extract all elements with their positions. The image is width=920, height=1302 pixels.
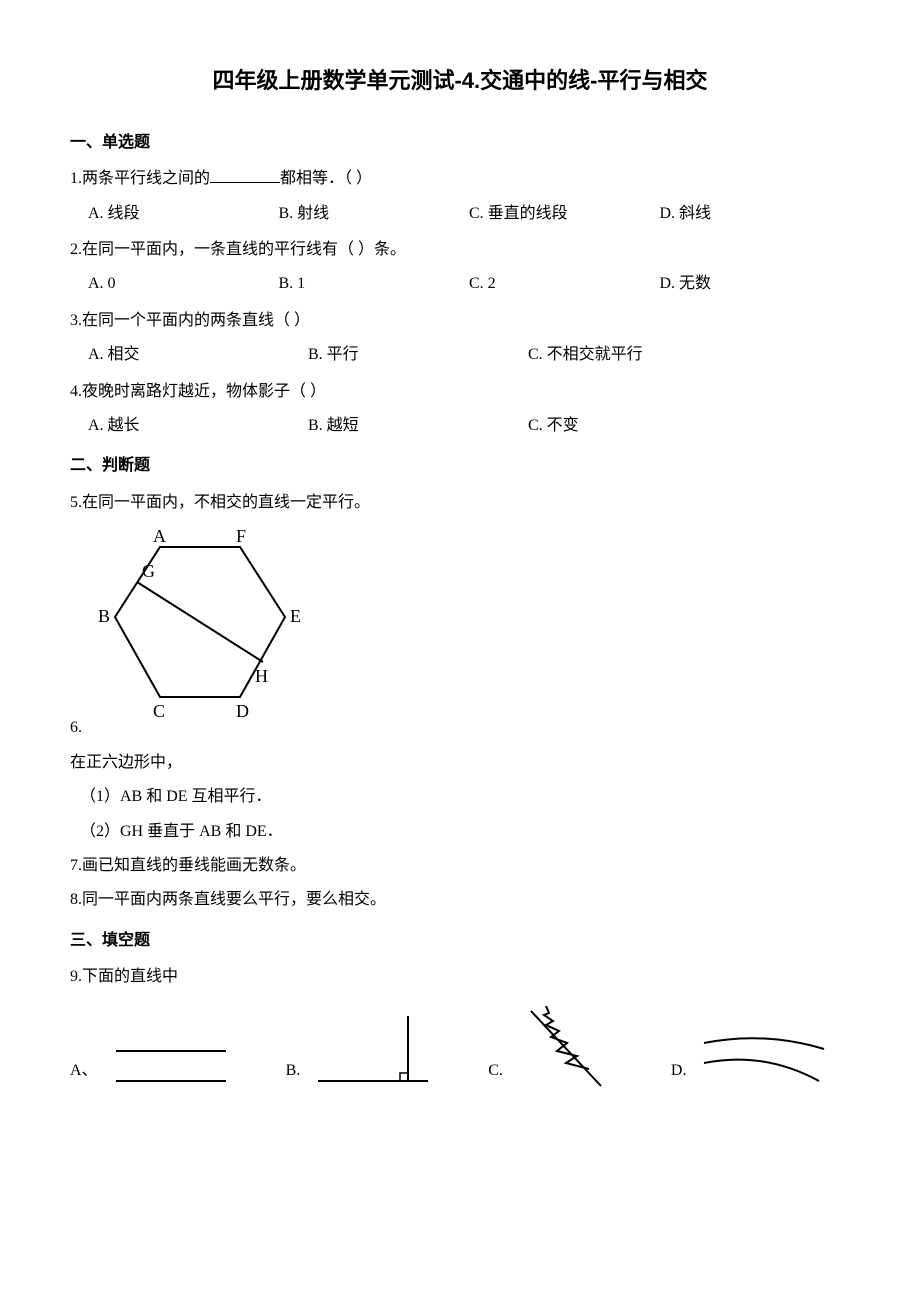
section-2-head: 二、判断题	[70, 451, 850, 481]
q1-stem: 1.两条平行线之间的 都相等．（ ）	[70, 164, 850, 194]
q2-opt-b: B. 1	[279, 269, 470, 299]
q4-opt-a: A. 越长	[88, 411, 308, 441]
q9-svg-b	[308, 1011, 438, 1091]
q1-opt-b: B. 射线	[279, 199, 470, 229]
q3-opt-a: A. 相交	[88, 340, 308, 370]
hex-label-c: C	[153, 701, 165, 721]
q2-opt-a: A. 0	[88, 269, 279, 299]
q9d-curve2	[704, 1059, 819, 1080]
q1-options: A. 线段 B. 射线 C. 垂直的线段 D. 斜线	[88, 199, 850, 229]
q4-opt-b: B. 越短	[308, 411, 528, 441]
q2-opt-d: D. 无数	[660, 269, 851, 299]
hexagon-diag-gh	[137, 582, 263, 662]
q3-opt-c: C. 不相交就平行	[528, 340, 748, 370]
hex-label-g: G	[142, 561, 155, 581]
q5-stem: 5.在同一平面内，不相交的直线一定平行。	[70, 488, 850, 518]
hex-label-e: E	[290, 606, 301, 626]
q3-stem: 3.在同一个平面内的两条直线（ ）	[70, 306, 850, 336]
q1-opt-a: A. 线段	[88, 199, 279, 229]
q9-label-c: C.	[488, 1056, 503, 1086]
q3-opt-b: B. 平行	[308, 340, 528, 370]
hex-label-a: A	[153, 526, 166, 546]
q9-label-a: A、	[70, 1056, 98, 1086]
hex-label-f: F	[236, 526, 246, 546]
q1-opt-c: C. 垂直的线段	[469, 199, 660, 229]
q9-svg-a	[106, 1031, 236, 1091]
q6-figure: A F B E C D G H	[90, 522, 850, 733]
q9d-curve1	[704, 1038, 824, 1049]
q9-label-b: B.	[286, 1056, 301, 1086]
q9-fig-d: D.	[671, 1021, 835, 1091]
q9-label-d: D.	[671, 1056, 687, 1086]
q7-stem: 7.画已知直线的垂线能画无数条。	[70, 851, 850, 881]
hexagon-svg: A F B E C D G H	[90, 522, 320, 722]
q8-stem: 8.同一平面内两条直线要么平行，要么相交。	[70, 885, 850, 915]
q1-stem-a: 1.两条平行线之间的	[70, 170, 210, 187]
q9-fig-c: C.	[488, 1001, 621, 1091]
hex-label-h: H	[255, 666, 268, 686]
section-1-head: 一、单选题	[70, 128, 850, 158]
q4-options: A. 越长 B. 越短 C. 不变	[88, 411, 850, 441]
q9c-line1	[531, 1011, 601, 1086]
q6-sub2: （2）GH 垂直于 AB 和 DE．	[80, 817, 850, 847]
q9-svg-c	[511, 1001, 621, 1091]
page-title: 四年级上册数学单元测试-4.交通中的线-平行与相交	[70, 60, 850, 102]
section-3-head: 三、填空题	[70, 926, 850, 956]
q2-stem: 2.在同一平面内，一条直线的平行线有（ ）条。	[70, 235, 850, 265]
q2-opt-c: C. 2	[469, 269, 660, 299]
q9b-right-angle	[400, 1073, 408, 1081]
hex-label-b: B	[98, 606, 110, 626]
q6-sub1: （1）AB 和 DE 互相平行．	[80, 782, 850, 812]
q4-opt-c: C. 不变	[528, 411, 748, 441]
q4-stem: 4.夜晚时离路灯越近，物体影子（ ）	[70, 377, 850, 407]
q9-stem: 9.下面的直线中	[70, 962, 850, 992]
q1-stem-b: 都相等．（ ）	[280, 170, 372, 187]
hex-label-d: D	[236, 701, 249, 721]
q1-opt-d: D. 斜线	[660, 199, 851, 229]
q6-sub0: 在正六边形中，	[70, 748, 850, 778]
q9-fig-a: A、	[70, 1031, 236, 1091]
q3-options: A. 相交 B. 平行 C. 不相交就平行	[88, 340, 850, 370]
q9-svg-d	[694, 1021, 834, 1091]
q9-figures: A、 B. C. D.	[70, 1001, 850, 1091]
q1-blank	[210, 166, 280, 183]
q9c-zig	[544, 1006, 589, 1069]
q2-options: A. 0 B. 1 C. 2 D. 无数	[88, 269, 850, 299]
q9-fig-b: B.	[286, 1011, 439, 1091]
